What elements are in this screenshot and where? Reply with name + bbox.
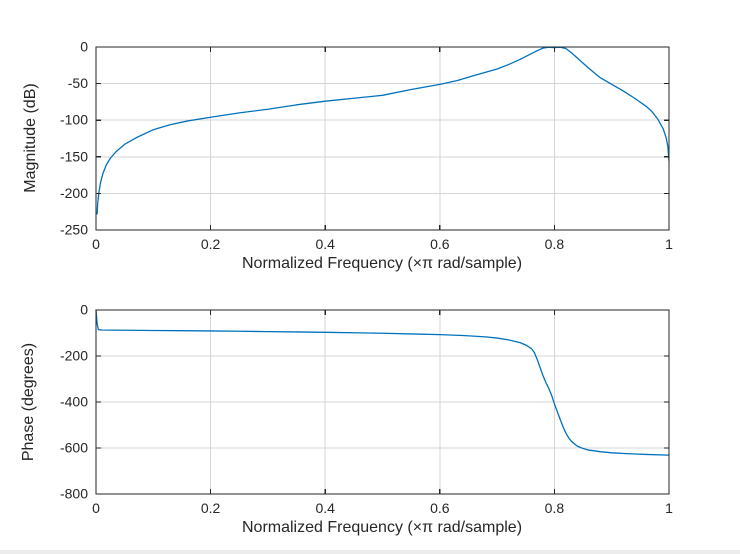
phase-y-axis-label: Phase (degrees) (20, 342, 37, 462)
page-bottom-edge-artifact (0, 550, 740, 554)
magnitude-response-xtick-label: 1 (665, 236, 673, 252)
phase-response-ytick-label: -600 (60, 440, 88, 456)
magnitude-response-ytick-label: -200 (60, 185, 88, 201)
magnitude-response-xtick-label: 0.8 (545, 236, 565, 252)
phase-response-ytick-label: -200 (60, 348, 88, 364)
phase-response-xtick-label: 0.2 (201, 500, 221, 516)
magnitude-response-xtick-label: 0.4 (315, 236, 335, 252)
magnitude-response-xtick-label: 0 (92, 236, 100, 252)
magnitude-y-axis-label: Magnitude (dB) (22, 83, 39, 193)
magnitude-response-curve (96, 46, 670, 215)
magnitude-response-ytick-label: -250 (60, 222, 88, 238)
magnitude-response-xtick-label: 0.2 (201, 236, 221, 252)
magnitude-response-ytick-label: -150 (60, 148, 88, 164)
magnitude-response-ytick-label: -100 (60, 112, 88, 128)
phase-response-xtick-label: 0.4 (315, 500, 335, 516)
phase-x-axis-label: Normalized Frequency (×π rad/sample) (241, 519, 523, 536)
phase-response-ytick-label: -400 (60, 394, 88, 410)
phase-response-ytick-label: 0 (80, 302, 88, 318)
magnitude-response-ytick-label: 0 (80, 39, 88, 55)
phase-response-xtick-label: 0.6 (430, 500, 450, 516)
magnitude-response-xtick-label: 0.6 (430, 236, 450, 252)
magnitude-response-axes-box (95, 46, 670, 231)
phase-response-ytick-label: -800 (60, 486, 88, 502)
magnitude-response-ytick-label: -50 (68, 75, 88, 91)
phase-response-xtick-label: 0.8 (545, 500, 565, 516)
phase-response-xtick-label: 0 (92, 500, 100, 516)
phase-response-xtick-label: 1 (665, 500, 673, 516)
magnitude-x-axis-label: Normalized Frequency (×π rad/sample) (241, 255, 523, 272)
phase-response-curve (95, 309, 670, 456)
